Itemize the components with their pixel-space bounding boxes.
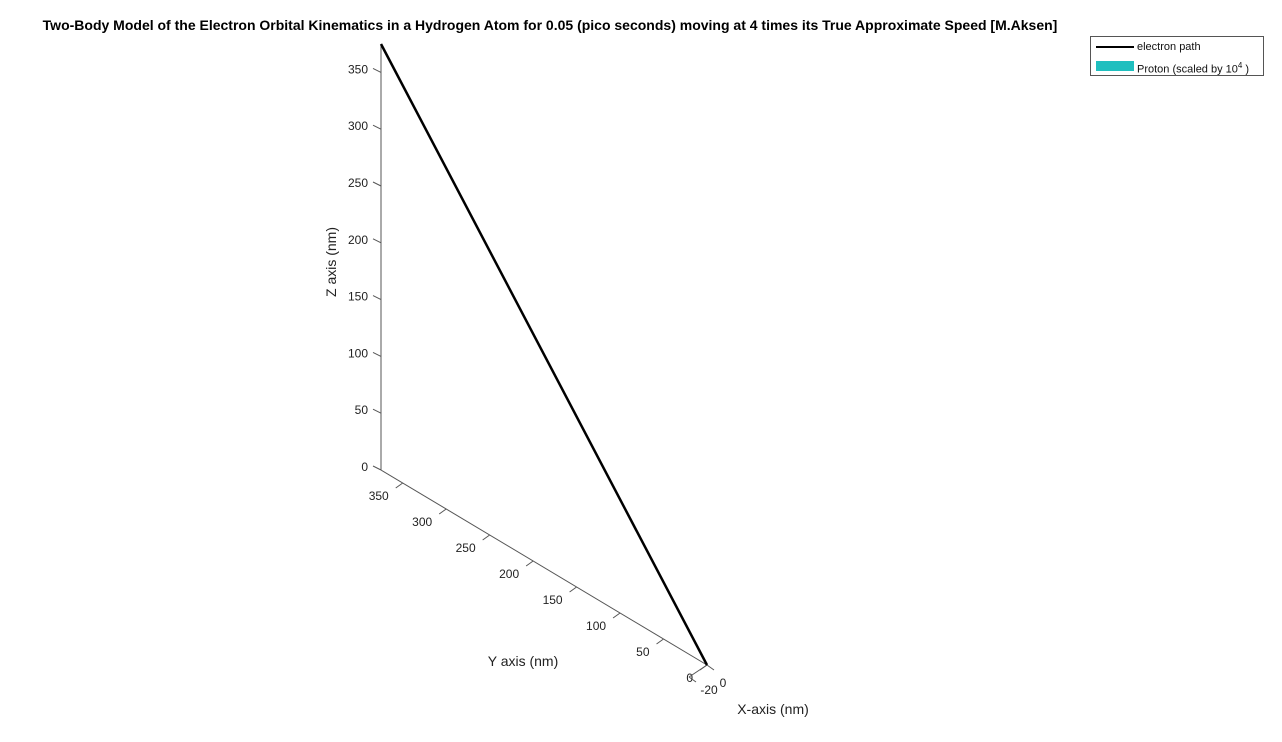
y-tick-mark xyxy=(482,534,490,541)
z-tick-mark xyxy=(372,67,382,73)
y-tick-mark xyxy=(438,508,447,515)
x-tick-label: 0 xyxy=(720,676,727,690)
z-tick-mark xyxy=(372,181,382,187)
y-tick-label: 250 xyxy=(456,541,476,555)
y-tick-mark xyxy=(612,612,621,619)
z-tick-label: 100 xyxy=(348,346,368,360)
legend-label-suffix: ) xyxy=(1242,63,1250,76)
y-axis-label: Y axis (nm) xyxy=(488,653,559,669)
z-tick-label: 250 xyxy=(348,176,368,190)
x-axis: -20 0 xyxy=(688,664,727,697)
legend-patch-swatch xyxy=(1096,61,1134,71)
z-tick-label: 300 xyxy=(348,119,368,133)
z-tick-label: 200 xyxy=(348,233,368,247)
x-tick-mark xyxy=(706,664,715,671)
z-tick-mark xyxy=(372,124,382,130)
y-tick-mark xyxy=(569,586,577,593)
y-tick-label: 350 xyxy=(369,489,389,503)
legend-label-superscript: 4 xyxy=(1237,61,1243,70)
z-tick-mark xyxy=(372,351,382,357)
x-tick-label: -20 xyxy=(700,683,718,697)
series-layer xyxy=(379,43,709,666)
y-tick-mark xyxy=(525,560,534,567)
y-tick-label: 150 xyxy=(543,593,563,607)
legend-label-text: Proton (scaled by 10 xyxy=(1137,63,1238,76)
legend-label: Proton (scaled by 104 ) xyxy=(1137,58,1249,78)
y-tick-label: 300 xyxy=(412,515,432,529)
y-tick-label: 200 xyxy=(499,567,519,581)
y-tick-mark xyxy=(395,482,404,489)
x-tick-mark xyxy=(688,676,697,683)
z-axis: 0 50 100 150 200 250 300 350 xyxy=(348,44,382,474)
legend-line-swatch xyxy=(1096,46,1134,48)
z-tick-mark xyxy=(372,465,382,471)
z-tick-label: 0 xyxy=(361,460,368,474)
y-axis-line xyxy=(380,469,708,666)
z-tick-label: 350 xyxy=(348,62,368,76)
legend: electron path Proton (scaled by 104 ) xyxy=(1090,36,1264,76)
electron-path-line xyxy=(379,43,709,666)
z-tick-label: 150 xyxy=(348,290,368,304)
z-tick-label: 50 xyxy=(355,403,369,417)
z-tick-mark xyxy=(372,238,382,244)
z-tick-mark xyxy=(372,408,382,414)
x-axis-line xyxy=(688,664,708,678)
z-tick-mark xyxy=(372,295,382,301)
chart-title: Two-Body Model of the Electron Orbital K… xyxy=(42,17,1058,33)
y-tick-label: 50 xyxy=(636,645,650,659)
x-axis-label: X-axis (nm) xyxy=(737,701,809,717)
legend-label: electron path xyxy=(1137,41,1201,53)
y-tick-mark xyxy=(656,638,664,645)
y-tick-label: 100 xyxy=(586,619,606,633)
z-axis-label: Z axis (nm) xyxy=(323,227,339,297)
